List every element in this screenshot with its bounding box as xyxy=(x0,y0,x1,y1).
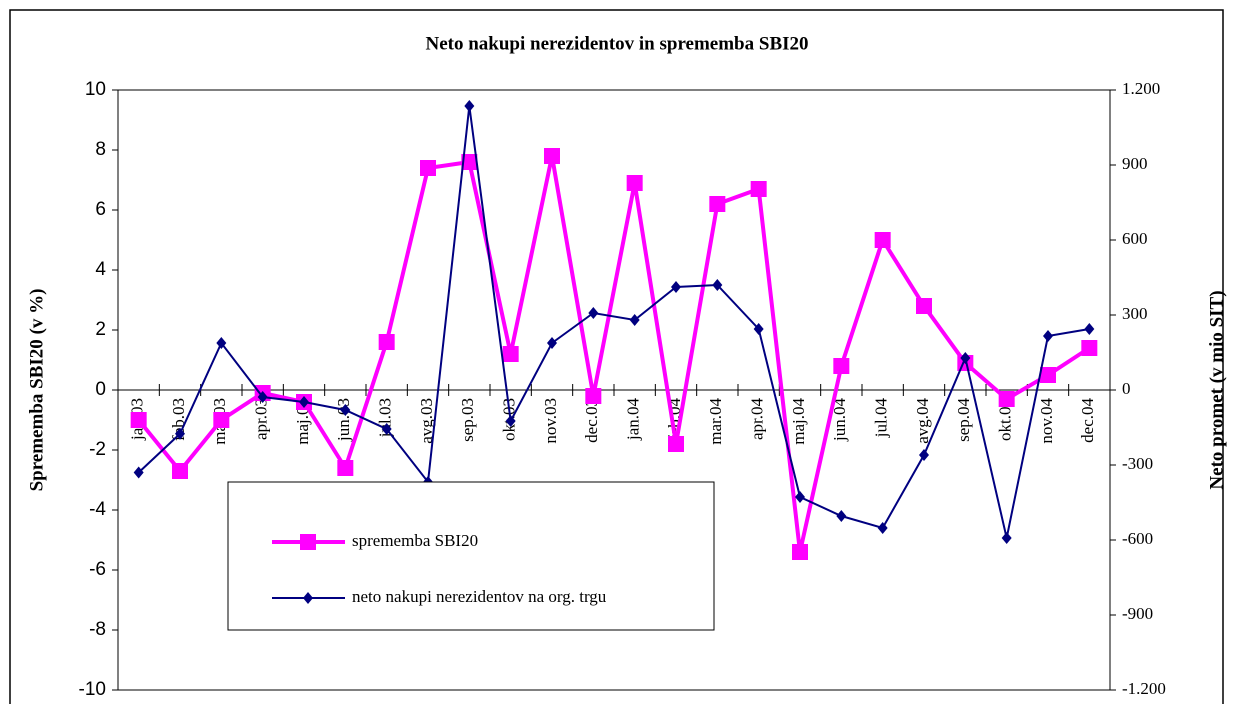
x-tick-label: apr.04 xyxy=(748,398,767,441)
marker xyxy=(1084,323,1095,335)
marker xyxy=(792,544,808,560)
y2-tick-label: 0 xyxy=(1122,379,1131,398)
y2-tick-label: -900 xyxy=(1122,604,1153,623)
marker xyxy=(919,449,929,461)
x-tick-label: okt.04 xyxy=(996,398,1015,441)
x-tick-label: feb.03 xyxy=(169,398,188,441)
y-tick-label: 6 xyxy=(95,199,106,220)
x-tick-label: avg.03 xyxy=(417,398,436,444)
marker xyxy=(588,307,599,319)
y-tick-label: -10 xyxy=(79,679,106,700)
marker xyxy=(671,281,681,293)
legend xyxy=(227,481,715,631)
x-tick-label: jan.04 xyxy=(624,398,643,442)
y-tick-label: -8 xyxy=(89,619,106,640)
marker xyxy=(960,352,971,364)
marker xyxy=(629,314,640,326)
marker xyxy=(505,415,516,427)
marker xyxy=(461,154,478,170)
y2-tick-label: 600 xyxy=(1122,229,1148,248)
x-tick-label: mar.04 xyxy=(706,398,725,445)
x-tick-label: jun.04 xyxy=(830,398,849,442)
marker xyxy=(502,346,519,362)
y2-tick-label: -300 xyxy=(1122,454,1153,473)
y2-tick-label: -600 xyxy=(1122,529,1153,548)
marker xyxy=(585,388,602,404)
marker xyxy=(464,100,475,112)
marker xyxy=(712,279,723,291)
x-tick-label: jun.03 xyxy=(334,398,353,442)
marker xyxy=(874,232,891,248)
y2-tick-label: 1.200 xyxy=(1122,79,1160,98)
y-axis-label: Sprememba SBI20 (v %) xyxy=(26,289,47,492)
y2-tick-label: -1.200 xyxy=(1122,679,1166,698)
x-tick-label: jul.04 xyxy=(872,398,891,439)
y-tick-label: -6 xyxy=(89,559,106,580)
marker xyxy=(420,160,436,176)
legend-label: neto nakupi nerezidentov na org. trgu xyxy=(352,587,607,606)
marker xyxy=(709,196,726,212)
legend-marker xyxy=(303,592,313,604)
series-line xyxy=(137,105,1090,539)
y-tick-label: 4 xyxy=(95,259,106,280)
x-tick-label: avg.04 xyxy=(913,398,932,444)
marker xyxy=(130,412,147,428)
legend-label: sprememba SBI20 xyxy=(352,531,478,550)
x-tick-label: sep.03 xyxy=(458,398,477,442)
marker xyxy=(836,510,847,522)
marker xyxy=(216,337,227,349)
y-tick-label: -2 xyxy=(89,439,106,460)
marker xyxy=(998,391,1015,407)
x-tick-label: nov.04 xyxy=(1037,398,1056,444)
y-tick-label: 0 xyxy=(95,379,106,400)
y-tick-label: -4 xyxy=(89,499,106,520)
y-tick-label: 2 xyxy=(95,319,106,340)
x-tick-label: dec.03 xyxy=(582,398,601,443)
marker xyxy=(337,460,354,476)
marker xyxy=(257,391,268,403)
y-tick-label: 8 xyxy=(95,139,106,160)
marker xyxy=(877,522,888,534)
marker xyxy=(916,298,932,314)
marker xyxy=(544,148,560,164)
marker xyxy=(1081,340,1098,356)
marker xyxy=(795,491,805,503)
x-tick-label: maj.04 xyxy=(789,398,808,445)
marker xyxy=(299,396,309,408)
marker xyxy=(1001,532,1012,544)
y-tick-label: 10 xyxy=(85,79,106,100)
y2-tick-label: 300 xyxy=(1122,304,1148,323)
marker xyxy=(668,436,684,452)
marker xyxy=(378,334,395,350)
marker xyxy=(547,337,557,349)
marker xyxy=(340,404,351,416)
marker xyxy=(750,181,767,197)
marker xyxy=(1040,367,1056,383)
legend-marker xyxy=(300,534,316,550)
marker xyxy=(133,466,144,479)
x-tick-label: sep.04 xyxy=(954,398,973,442)
marker xyxy=(213,412,230,428)
marker xyxy=(381,423,392,435)
x-tick-label: apr.03 xyxy=(252,398,271,440)
y2-tick-label: 900 xyxy=(1122,154,1148,173)
y2-axis-label: Neto promet (v mio SIT) xyxy=(1206,290,1227,489)
marker xyxy=(626,175,643,191)
marker xyxy=(1043,330,1053,342)
marker xyxy=(172,463,188,479)
x-tick-label: nov.03 xyxy=(541,398,560,444)
marker xyxy=(175,427,185,440)
marker xyxy=(833,358,850,374)
marker xyxy=(753,323,764,335)
x-tick-label: dec.04 xyxy=(1078,398,1097,443)
chart-title: Neto nakupi nerezidentov in sprememba SB… xyxy=(425,33,808,54)
